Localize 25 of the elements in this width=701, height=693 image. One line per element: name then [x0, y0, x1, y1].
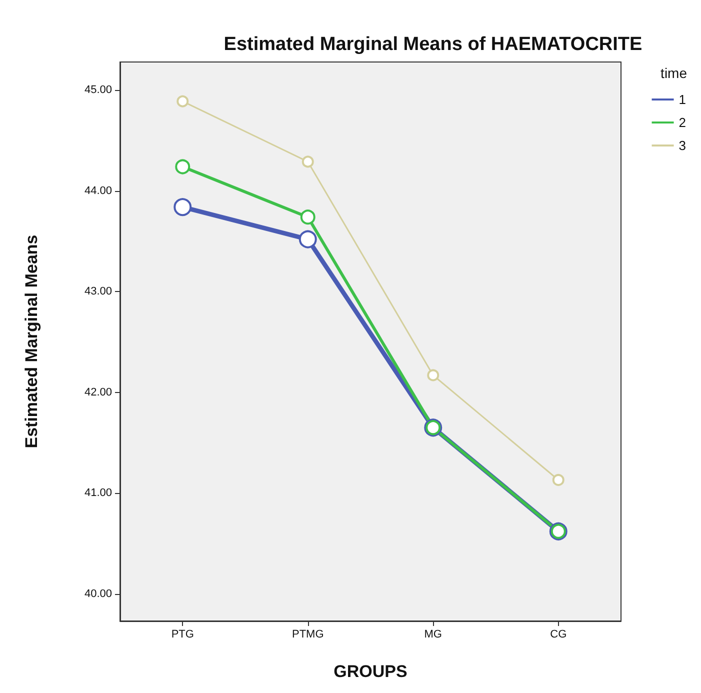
- legend-title: time: [660, 65, 688, 81]
- point: [552, 474, 564, 486]
- x-tick-label: CG: [550, 628, 567, 640]
- y-tick-label: 44.00: [84, 184, 112, 197]
- chart-title: Estimated Marginal Means of HAEMATOCRITE: [224, 34, 642, 55]
- y-tick-label: 43.00: [84, 286, 112, 298]
- y-tick-label: 42.00: [84, 386, 112, 398]
- point: [176, 95, 189, 108]
- legend-label: 2: [678, 115, 686, 130]
- y-tick-label: 41.00: [84, 487, 112, 500]
- y-tick-label: 45.00: [84, 84, 112, 96]
- point: [300, 210, 316, 225]
- x-tick-label: MG: [424, 628, 442, 640]
- point: [175, 159, 190, 174]
- legend-label: 1: [678, 92, 686, 107]
- point: [174, 198, 192, 216]
- x-tick-label: PTG: [171, 628, 194, 640]
- x-tick-label: PTMG: [292, 628, 324, 640]
- y-axis-title: Estimated Marginal Means: [22, 234, 41, 448]
- point: [298, 230, 317, 248]
- x-axis-title: GROUPS: [334, 662, 408, 681]
- point: [302, 156, 314, 168]
- y-tick-label: 40.00: [84, 588, 112, 600]
- point: [427, 369, 440, 382]
- legend-label: 3: [678, 138, 686, 153]
